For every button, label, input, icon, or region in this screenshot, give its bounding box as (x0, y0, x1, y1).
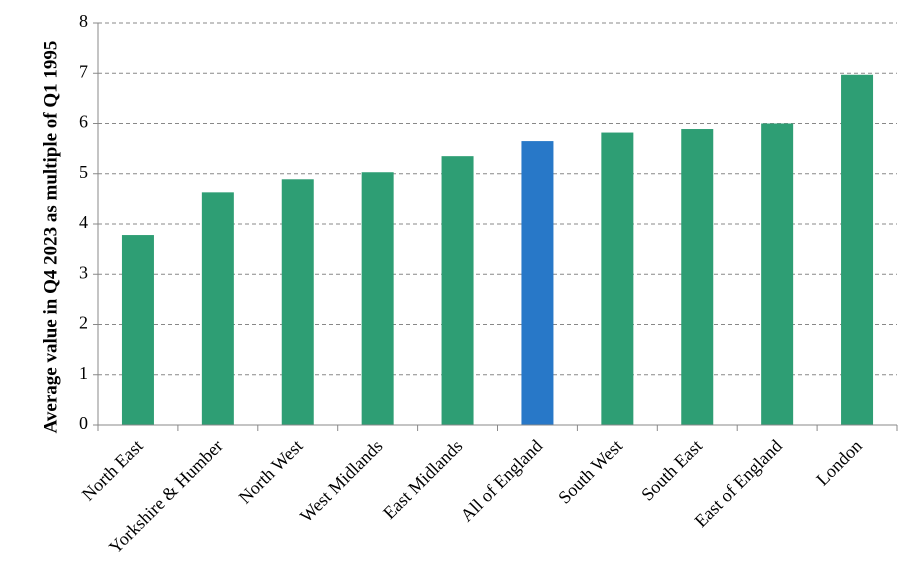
y-tick-label: 3 (79, 262, 88, 282)
bar (761, 123, 794, 425)
bar (681, 129, 714, 425)
x-tick-label: All of England (456, 436, 546, 526)
y-tick-label: 1 (79, 363, 88, 383)
y-tick-label: 7 (79, 61, 88, 81)
y-tick-label: 2 (79, 313, 88, 333)
x-tick-label: London (812, 436, 866, 490)
bars (121, 74, 874, 426)
y-tick-labels: 0 1 2 3 4 5 6 7 8 (79, 11, 88, 433)
bar (281, 179, 314, 425)
y-tick-label: 8 (79, 11, 88, 31)
y-tick-label: 6 (79, 112, 88, 132)
x-tick-label: South East (637, 436, 706, 505)
x-tick-label: North East (78, 436, 147, 505)
bar (441, 156, 474, 425)
y-tick-label: 0 (79, 413, 88, 433)
x-tick-label: South West (554, 436, 626, 508)
x-tick-label: East Midlands (379, 436, 466, 523)
y-axis-title: Average value in Q4 2023 as multiple of … (40, 41, 61, 434)
y-tick-label: 4 (79, 212, 88, 232)
bar (201, 192, 234, 425)
axes (93, 22, 898, 431)
x-tick-label: West Midlands (296, 436, 387, 527)
x-tick-label: North West (235, 436, 307, 508)
bar (841, 74, 874, 425)
bar (601, 132, 634, 426)
bar (521, 141, 554, 425)
bar (361, 172, 394, 425)
bar (121, 235, 154, 425)
y-tick-label: 5 (79, 162, 88, 182)
